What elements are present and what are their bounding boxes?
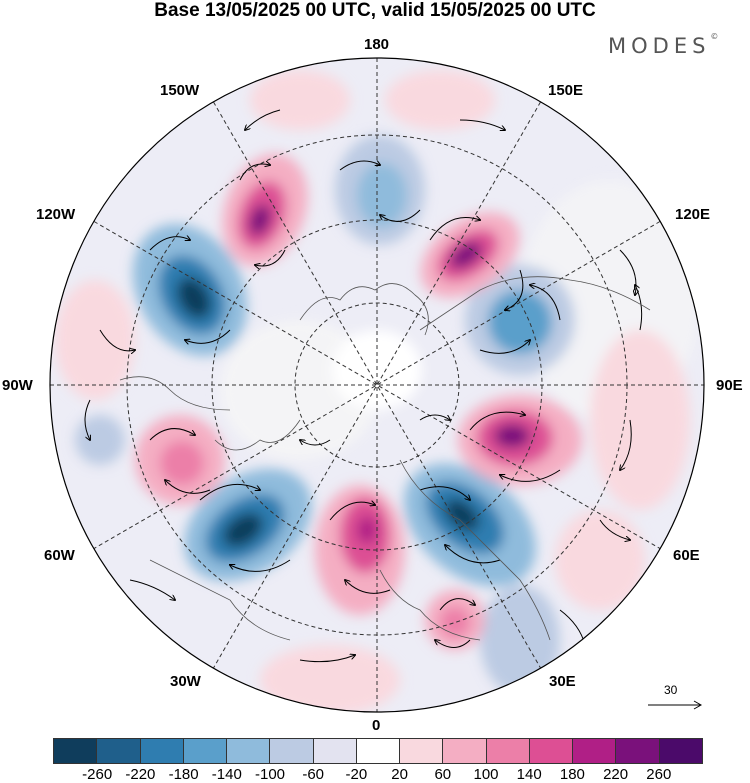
colorbar-swatch [486, 739, 530, 763]
colorbar-swatch [183, 739, 228, 763]
lon-label-150w: 150W [160, 82, 200, 99]
colorbar-tick-label: 60 [434, 766, 452, 783]
colorbar-swatch [659, 739, 702, 763]
colorbar-swatch [573, 739, 617, 763]
colorbar-swatch [400, 739, 444, 763]
lon-label-60e: 60E [673, 547, 700, 564]
colorbar-swatch [227, 739, 271, 763]
wind-vectors [84, 109, 643, 663]
colorbar [53, 738, 703, 764]
colorbar-tick-label: -180 [168, 766, 199, 783]
map-title: Base 13/05/2025 00 UTC, valid 15/05/2025… [154, 0, 596, 21]
lon-label-30w: 30W [170, 673, 201, 690]
brand-logo: MODES© [608, 32, 719, 58]
colorbar-tick-label: -20 [345, 766, 368, 783]
lon-label-150e: 150E [548, 82, 584, 99]
colorbar-tick-label: -60 [302, 766, 325, 783]
colorbar-tick-label: 260 [646, 766, 672, 783]
colorbar-swatch [616, 739, 660, 763]
lon-label-bottom: 0 [372, 717, 381, 734]
lon-label-right: 90E [716, 377, 743, 394]
lon-label-120w: 120W [36, 206, 76, 223]
colorbar-swatch [313, 739, 357, 763]
colorbar-tick-label: 180 [559, 766, 585, 783]
lon-label-30e: 30E [549, 673, 576, 690]
brand-mark: © [710, 32, 719, 41]
colorbar-swatch [140, 739, 184, 763]
coastlines [119, 276, 651, 641]
lon-label-60w: 60W [44, 547, 75, 564]
brand-name: MODES [608, 34, 711, 58]
colorbar-tick-label: -220 [125, 766, 156, 783]
map-border [49, 57, 705, 713]
colorbar-swatch [270, 739, 314, 763]
colorbar-swatch [443, 739, 487, 763]
colorbar-swatch [529, 739, 574, 763]
colorbar-tick-label: -100 [254, 766, 286, 783]
lon-label-left: 90W [2, 377, 33, 394]
colorbar-swatch [97, 739, 141, 763]
reference-vector-value: 30 [664, 683, 678, 697]
colorbar-tick-label: 20 [391, 766, 408, 783]
colorbar-swatch [356, 739, 401, 763]
graticule [50, 58, 704, 712]
anomaly-field [55, 70, 700, 712]
reference-vector-arrow [648, 700, 703, 710]
lon-label-top: 180 [364, 36, 390, 53]
colorbar-tick-label: 220 [603, 766, 629, 783]
colorbar-tick-label: -260 [82, 766, 113, 783]
colorbar-tick-label: -140 [211, 766, 242, 783]
colorbar-tick-label: 140 [516, 766, 542, 783]
lon-label-120e: 120E [675, 206, 711, 223]
colorbar-ticks: -260 -220 -180 -140 -100 -60 -20 20 60 100 140 180 2… [0, 766, 750, 783]
colorbar-swatch [54, 739, 98, 763]
colorbar-tick-label: 100 [473, 766, 499, 783]
